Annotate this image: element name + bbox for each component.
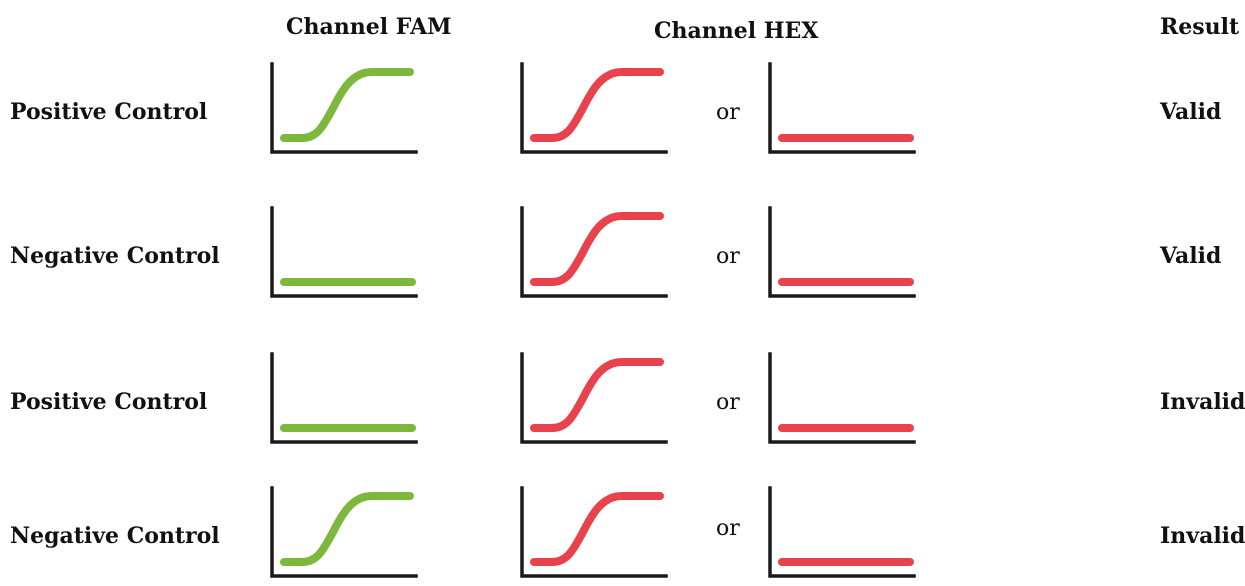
fam-channel-plot: [270, 206, 418, 298]
hex-channel-plot: [520, 62, 668, 154]
row-label: Negative Control: [10, 523, 220, 549]
amplification-curve: [530, 358, 664, 432]
or-separator: or: [716, 390, 740, 415]
plot-axes: [270, 206, 418, 298]
plot-axes: [520, 62, 668, 154]
row-label: Positive Control: [10, 99, 208, 125]
row-result: Invalid: [1160, 523, 1245, 549]
hex-channel-plot: [520, 486, 668, 578]
amplification-curve: [280, 492, 414, 566]
or-separator: or: [716, 244, 740, 269]
or-separator: or: [716, 100, 740, 125]
amplification-curve: [530, 492, 664, 566]
plot-axes: [520, 206, 668, 298]
amplification-curve: [280, 68, 414, 142]
amplification-curve: [530, 212, 664, 286]
plot-axes: [768, 486, 916, 578]
amplification-curve: [530, 68, 664, 142]
plot-axes: [520, 352, 668, 444]
plot-axes: [270, 352, 418, 444]
fam-channel-plot: [270, 352, 418, 444]
plot-axes: [768, 206, 916, 298]
fam-channel-plot: [270, 486, 418, 578]
plot-axes: [270, 486, 418, 578]
header-result: Result: [1160, 14, 1240, 40]
plot-axes: [768, 62, 916, 154]
header-channel-hex: Channel HEX: [654, 18, 819, 44]
or-separator: or: [716, 516, 740, 541]
hex-channel-plot: [768, 62, 916, 154]
plot-axes: [520, 486, 668, 578]
row-label: Negative Control: [10, 243, 220, 269]
hex-channel-plot: [768, 352, 916, 444]
row-label: Positive Control: [10, 389, 208, 415]
row-result: Valid: [1160, 99, 1222, 125]
hex-channel-plot: [768, 206, 916, 298]
hex-channel-plot: [768, 486, 916, 578]
hex-channel-plot: [520, 206, 668, 298]
header-channel-fam: Channel FAM: [286, 14, 452, 40]
plot-axes: [768, 352, 916, 444]
hex-channel-plot: [520, 352, 668, 444]
fam-channel-plot: [270, 62, 418, 154]
plot-axes: [270, 62, 418, 154]
row-result: Invalid: [1160, 389, 1245, 415]
row-result: Valid: [1160, 243, 1222, 269]
